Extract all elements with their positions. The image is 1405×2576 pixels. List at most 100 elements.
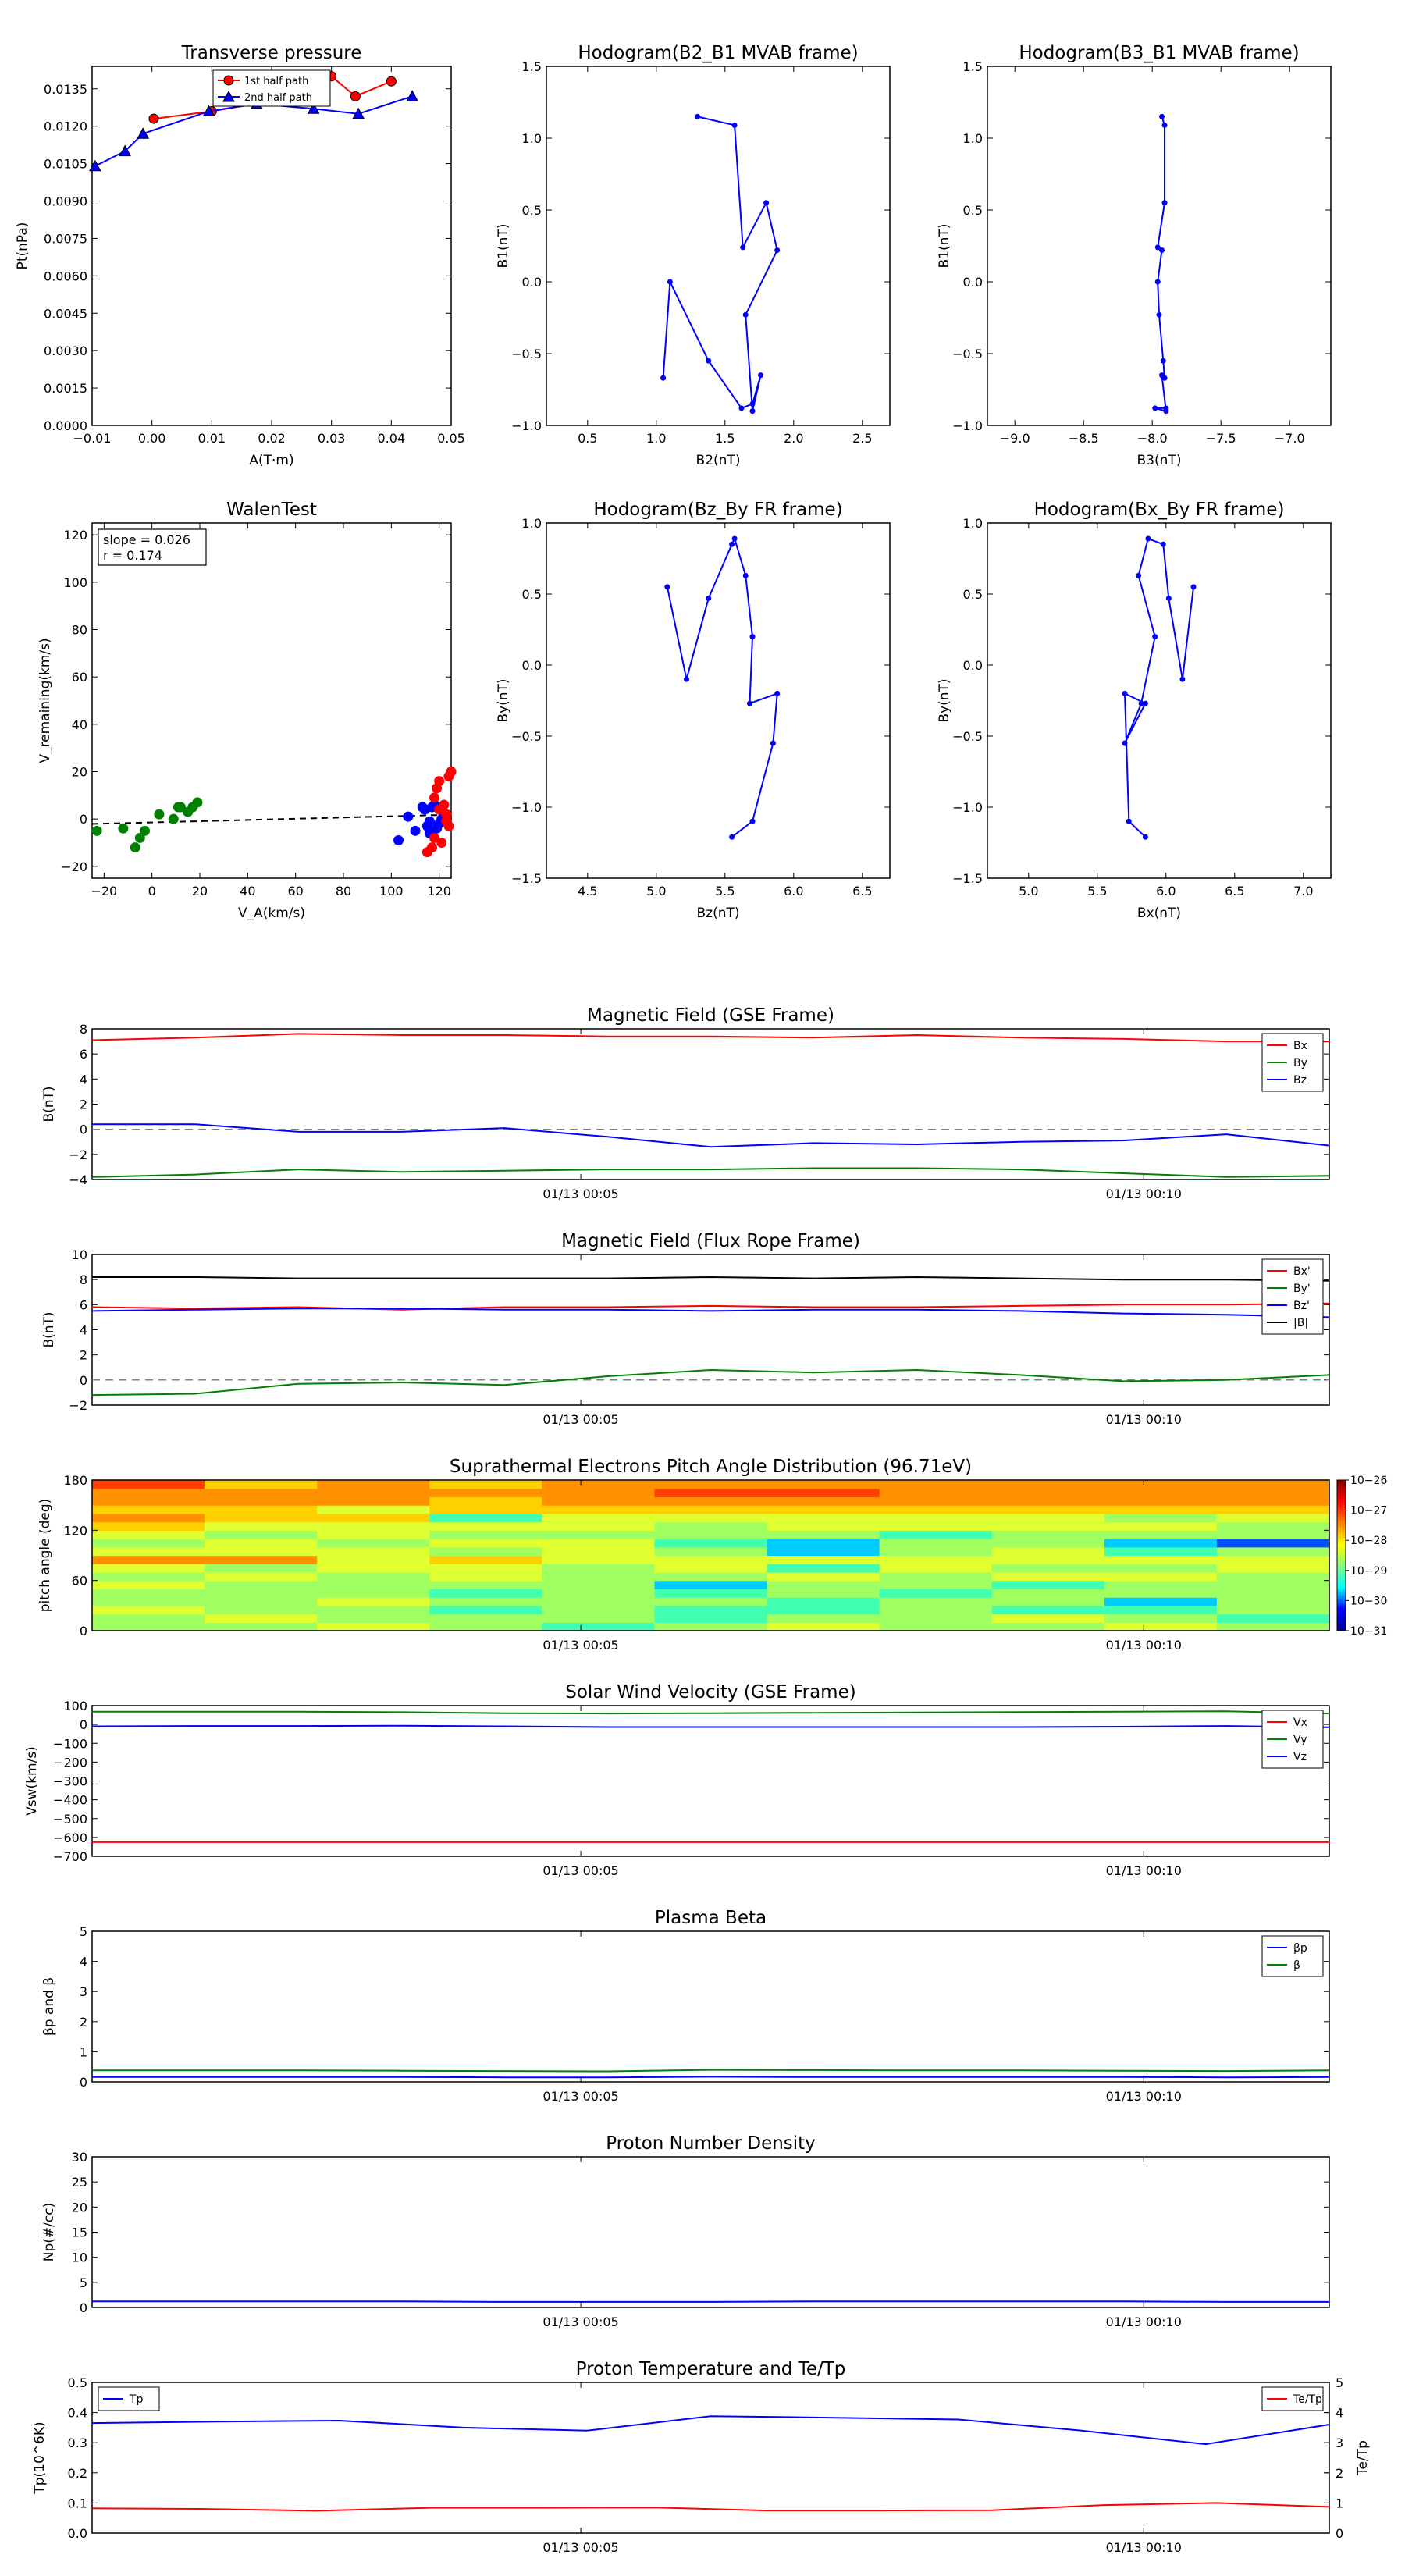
heatmap-cell [205, 1622, 318, 1631]
y-tick-label: 0.4 [68, 2406, 87, 2421]
walen-point [175, 802, 186, 813]
y-tick-label-right: 0 [1336, 2526, 1343, 2541]
hodogram-point [740, 244, 746, 251]
y-tick-label: 20 [72, 765, 87, 780]
heatmap-cell [991, 1521, 1105, 1531]
heatmap-cell [1216, 1530, 1330, 1539]
hodogram-point [684, 676, 690, 682]
hodogram-point [1126, 818, 1132, 824]
y-tick-label: 20 [72, 2200, 87, 2215]
y-tick-label: 0 [80, 1717, 87, 1732]
x-tick-label: 0 [148, 884, 156, 898]
heatmap-cell [767, 1488, 880, 1498]
walen-point [424, 816, 435, 827]
heatmap-cell [429, 1480, 542, 1489]
plot-frame [546, 522, 891, 879]
heatmap-cell [1104, 1539, 1218, 1548]
heatmap-cell [1216, 1571, 1330, 1582]
heatmap-cell [1216, 1564, 1330, 1573]
heatmap-cell [205, 1496, 318, 1506]
heatmap-cell [1216, 1496, 1330, 1506]
colorbar-bar [1336, 1479, 1346, 1631]
chart-pt: Transverse pressure 0.0000 0.0015 0.0030 0.0… [15, 43, 465, 468]
heatmap-cell [767, 1571, 880, 1582]
hodogram-point [749, 400, 756, 407]
hodogram-point [774, 247, 781, 254]
y-tick-label: 0.0105 [44, 157, 87, 172]
hodogram-line [1123, 537, 1194, 838]
heatmap-cell [92, 1496, 205, 1506]
time-tick-label: 01/13 00:10 [1106, 2540, 1182, 2555]
legend-label: Tp [129, 2393, 144, 2406]
x-axis-label: A(T·m) [249, 453, 293, 468]
y-tick-label: −1.0 [952, 418, 983, 433]
heatmap-cell [879, 1605, 993, 1615]
plot-frame [987, 66, 1332, 426]
y-tick-label: 10 [72, 1247, 87, 1262]
hodogram-point [1136, 572, 1142, 578]
x-axis-label: B2(nT) [696, 453, 741, 468]
chart-h3: Hodogram(Bz_By FR frame) −1.5 −1.0 −0.5 0.0 0… [496, 500, 891, 921]
heatmap-cell [429, 1597, 542, 1606]
legend-label: By [1293, 1057, 1307, 1069]
hodogram-point [1142, 700, 1148, 706]
walen-point [426, 842, 437, 853]
heatmap-cell [879, 1505, 993, 1514]
heatmap-cell [767, 1589, 880, 1598]
heatmap-cell [991, 1555, 1105, 1564]
series-line-2 [94, 95, 413, 167]
y-tick-label: 0.0135 [44, 82, 87, 97]
heatmap-cell [92, 1614, 205, 1623]
heatmap-cell [1104, 1488, 1218, 1498]
y-tick-label: 180 [63, 1473, 87, 1488]
heatmap-cell [1104, 1480, 1218, 1489]
y-tick-label: 0.0030 [44, 343, 87, 358]
heatmap-cell [542, 1589, 656, 1598]
y-tick-label: −1.0 [511, 418, 542, 433]
data-point-triangle [137, 127, 150, 139]
hodogram-point [1154, 279, 1161, 285]
heatmap-cell [92, 1622, 205, 1631]
heatmap-cell [1104, 1555, 1218, 1564]
y-tick-label: 0.5 [68, 2375, 87, 2390]
hodogram-point [1154, 244, 1161, 251]
series-line-value [92, 2300, 1329, 2303]
heatmap-cell [991, 1480, 1105, 1489]
heatmap-cell [317, 1496, 430, 1506]
data-point-triangle [119, 144, 132, 157]
heatmap-cell [205, 1571, 318, 1582]
heatmap-cell [654, 1555, 768, 1564]
heatmap-cell [429, 1564, 542, 1573]
hodogram-point [774, 690, 781, 696]
hodogram-point [1159, 247, 1165, 254]
hodogram-point [695, 113, 701, 119]
heatmap-cell [317, 1521, 430, 1531]
hodogram-point [1160, 358, 1166, 364]
heatmap-cell [1104, 1530, 1218, 1539]
heatmap-cell [1104, 1571, 1218, 1582]
time-tick-label: 01/13 00:10 [1106, 1638, 1182, 1653]
series-line-By' [91, 1368, 1330, 1397]
y-tick-label: 0.0 [522, 275, 542, 290]
y-tick-label: 0 [80, 2075, 87, 2090]
heatmap-cell [92, 1571, 205, 1582]
heatmap-cell [767, 1614, 880, 1623]
chart-np: Proton Number Density 0 5 10 15 20 25 30 Np(#/cc… [41, 2133, 1330, 2329]
heatmap-cell [879, 1539, 993, 1548]
chart-title: WalenTest [226, 500, 317, 520]
y-tick-label: 0.5 [522, 587, 542, 602]
y-axis-label: V_remaining(km/s) [37, 638, 53, 763]
y-tick-label: 0.0120 [44, 119, 87, 134]
heatmap-cell [205, 1597, 318, 1606]
time-tick-label: 01/13 00:05 [542, 1412, 618, 1427]
heatmap-cell [991, 1589, 1105, 1598]
y-axis-label: B(nT) [41, 1311, 57, 1347]
heatmap-cell [1216, 1488, 1330, 1498]
y-tick-label: 0.5 [963, 587, 983, 602]
heatmap-cell [429, 1488, 542, 1498]
x-tick-label: 120 [427, 884, 451, 898]
hodogram-point [1122, 690, 1128, 696]
legend-label: Bx' [1293, 1265, 1311, 1278]
hodogram-point [731, 535, 738, 542]
y-tick-label: 1.0 [522, 131, 542, 146]
